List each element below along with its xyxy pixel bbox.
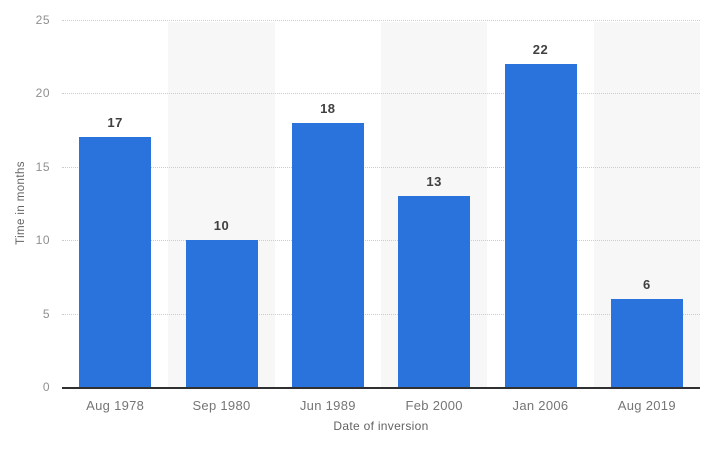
x-axis-title: Date of inversion <box>333 419 429 433</box>
y-tick-label: 0 <box>42 380 50 394</box>
plot-area: 17 10 18 13 22 6 <box>62 20 700 389</box>
bar[interactable] <box>291 122 364 387</box>
bar[interactable] <box>79 137 152 387</box>
gridline <box>62 313 700 315</box>
y-tick-label: 25 <box>35 13 50 27</box>
bar[interactable] <box>185 240 258 387</box>
bar-value-label: 10 <box>213 218 230 234</box>
x-category-label: Jun 1989 <box>299 398 356 413</box>
bar[interactable] <box>610 298 683 387</box>
gridline <box>62 240 700 242</box>
x-category-label: Jan 2006 <box>512 398 569 413</box>
y-tick-label: 15 <box>35 159 50 174</box>
x-category-label: Aug 1978 <box>86 398 145 413</box>
gridline <box>62 93 700 95</box>
bar-value-label: 13 <box>426 174 442 190</box>
y-tick-label: 5 <box>42 306 50 321</box>
x-category-label: Feb 2000 <box>405 398 463 413</box>
gridline <box>62 166 700 168</box>
bar[interactable] <box>398 196 471 387</box>
x-category-label: Sep 1980 <box>192 398 251 413</box>
gridline <box>62 20 700 21</box>
x-category-label: Aug 2019 <box>617 398 676 413</box>
bar-value-label: 17 <box>107 115 123 131</box>
y-tick-label: 10 <box>35 233 50 248</box>
y-tick-label: 20 <box>35 86 50 101</box>
bar-value-label: 22 <box>532 42 549 58</box>
bar-value-label: 18 <box>320 100 336 116</box>
x-axis-line <box>62 387 700 389</box>
bar[interactable] <box>504 64 577 387</box>
bar-value-label: 6 <box>642 276 651 292</box>
